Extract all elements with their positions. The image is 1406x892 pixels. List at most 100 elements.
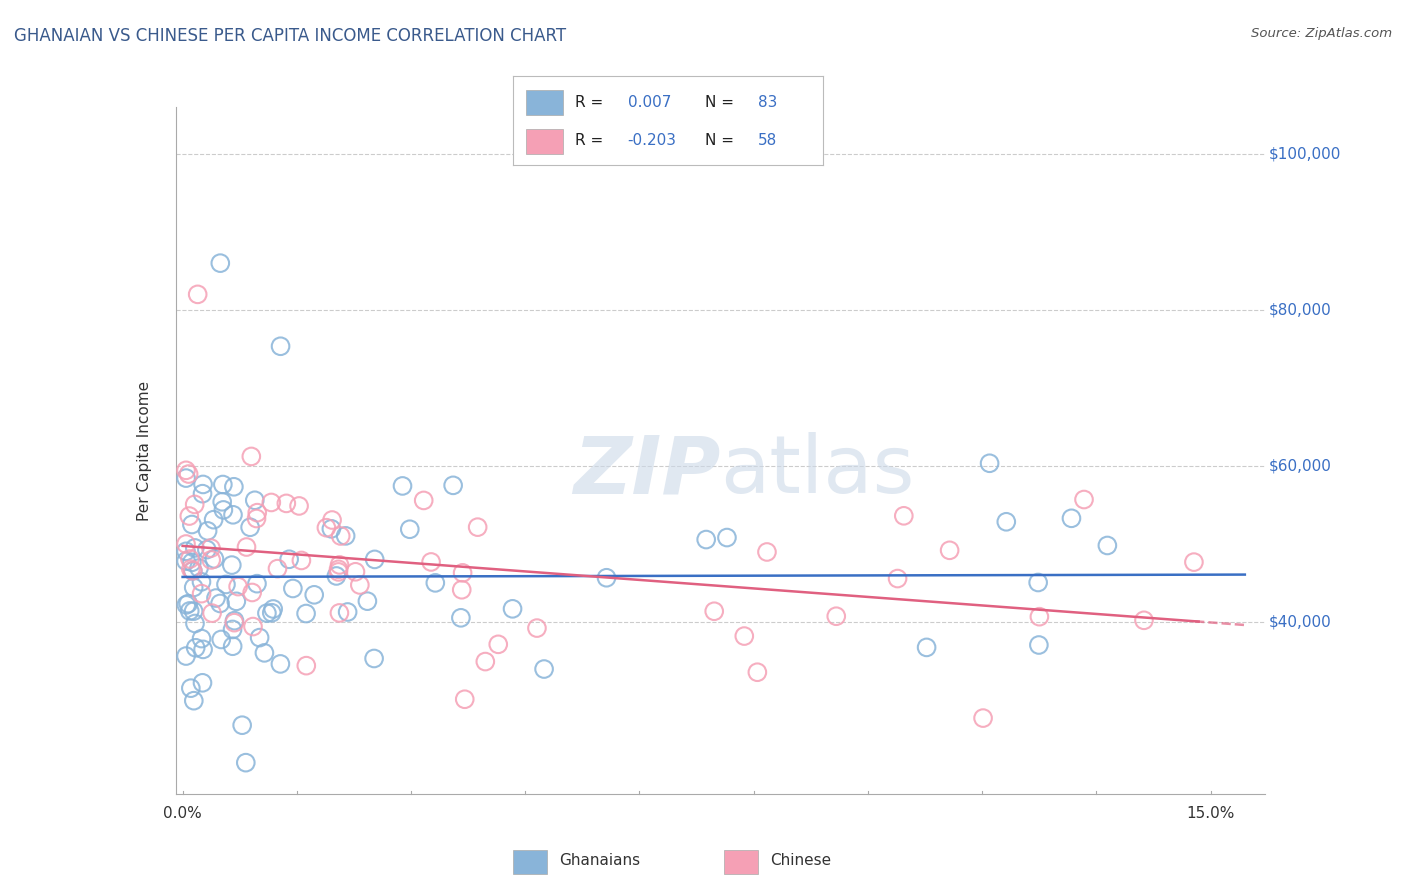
Point (349, 578, 371, 592)
Point (183, 604, 205, 618)
Point (201, 606, 224, 620)
Point (269, 657, 291, 671)
Point (321, 513, 343, 527)
Text: R =: R = (575, 95, 609, 110)
Point (221, 558, 243, 573)
Point (184, 640, 207, 655)
Point (450, 582, 472, 597)
Point (450, 611, 472, 625)
Point (328, 562, 350, 576)
Point (467, 520, 489, 534)
Point (180, 681, 202, 695)
Point (526, 621, 548, 635)
Point (321, 522, 343, 536)
Point (398, 522, 420, 536)
Text: Chinese: Chinese (770, 854, 831, 868)
Point (174, 537, 197, 551)
Point (278, 552, 301, 566)
Point (177, 467, 200, 481)
Point (315, 521, 337, 535)
Text: ZIP: ZIP (574, 432, 721, 510)
Point (174, 648, 197, 663)
Point (281, 582, 304, 596)
Point (242, 619, 264, 633)
Point (262, 602, 284, 616)
Text: 58: 58 (758, 134, 776, 148)
Point (184, 541, 207, 555)
Point (733, 629, 755, 643)
Point (246, 576, 269, 591)
Text: N =: N = (704, 134, 738, 148)
Point (177, 597, 200, 611)
Point (325, 569, 347, 583)
Point (183, 497, 205, 511)
Point (215, 577, 238, 591)
Point (938, 543, 960, 558)
Point (202, 552, 225, 566)
Point (260, 495, 283, 509)
Point (209, 632, 232, 647)
Point (200, 541, 222, 555)
Point (212, 503, 235, 517)
Text: Ghanaians: Ghanaians (560, 854, 641, 868)
Point (191, 642, 214, 657)
Point (245, 511, 267, 525)
Point (187, 287, 209, 301)
Point (825, 609, 848, 624)
Point (190, 632, 212, 646)
Point (266, 561, 288, 575)
FancyBboxPatch shape (526, 129, 562, 154)
Point (329, 529, 352, 543)
Point (197, 524, 219, 538)
Point (183, 581, 205, 595)
Point (336, 605, 359, 619)
Point (295, 658, 318, 673)
Point (191, 675, 214, 690)
Point (1097, 539, 1119, 553)
Point (703, 604, 725, 618)
Point (716, 531, 738, 545)
FancyBboxPatch shape (513, 849, 547, 874)
Text: Source: ZipAtlas.com: Source: ZipAtlas.com (1251, 27, 1392, 40)
FancyBboxPatch shape (724, 849, 758, 874)
Point (256, 606, 278, 620)
Point (209, 597, 232, 611)
Point (328, 565, 350, 579)
Point (363, 651, 385, 665)
Point (202, 513, 225, 527)
Point (180, 555, 202, 569)
Point (260, 606, 283, 620)
Point (211, 477, 233, 491)
Point (886, 572, 908, 586)
Point (288, 499, 311, 513)
Text: $80,000: $80,000 (1268, 302, 1331, 318)
Point (1028, 609, 1050, 624)
Point (225, 594, 247, 608)
Point (200, 553, 222, 567)
Text: atlas: atlas (721, 432, 915, 510)
Point (328, 606, 350, 620)
Point (695, 533, 717, 547)
Point (191, 477, 214, 491)
Text: $40,000: $40,000 (1268, 615, 1331, 630)
Text: 83: 83 (758, 95, 778, 110)
Point (174, 598, 197, 612)
Point (246, 506, 269, 520)
Point (181, 564, 204, 578)
Point (235, 756, 257, 770)
Point (1060, 511, 1083, 525)
Point (239, 520, 262, 534)
Point (915, 640, 938, 655)
Point (344, 565, 367, 579)
Point (222, 508, 245, 522)
Text: -0.203: -0.203 (627, 134, 676, 148)
Text: R =: R = (575, 134, 609, 148)
Point (174, 554, 197, 568)
Point (174, 463, 197, 477)
Point (747, 665, 769, 680)
Point (328, 558, 350, 572)
Point (195, 542, 218, 557)
Point (179, 509, 201, 524)
Point (533, 662, 555, 676)
Point (454, 692, 477, 706)
